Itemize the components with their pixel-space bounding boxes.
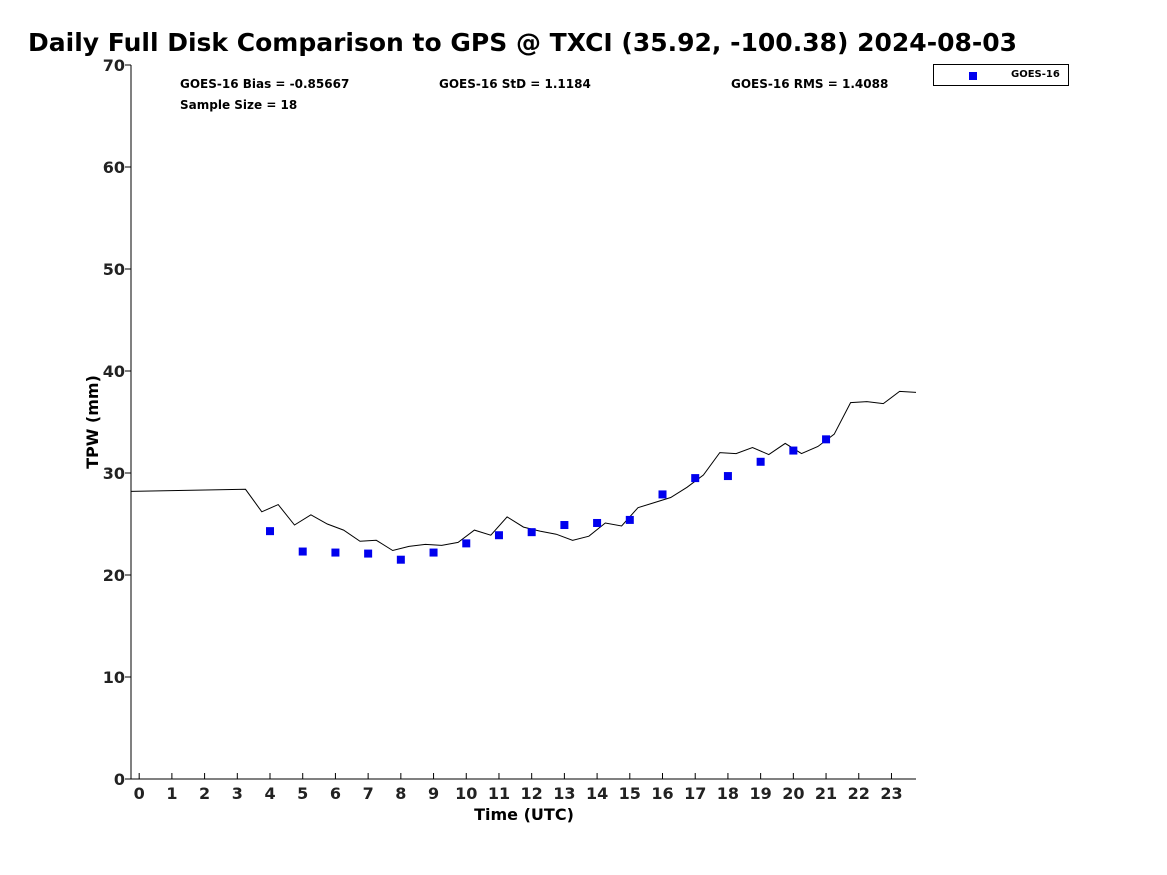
y-tick-label: 0 <box>114 770 125 789</box>
x-tick-label: 18 <box>717 784 739 803</box>
x-tick-label: 1 <box>166 784 177 803</box>
x-tick-label: 8 <box>395 784 406 803</box>
x-tick-label: 21 <box>815 784 837 803</box>
y-tick-label: 50 <box>103 260 125 279</box>
legend-marker-icon <box>969 72 977 80</box>
goes-16-marker <box>429 548 438 557</box>
y-tick-label: 70 <box>103 56 125 75</box>
x-tick-label: 9 <box>428 784 439 803</box>
sample-size-stat: Sample Size = 18 <box>180 98 298 112</box>
goes-16-marker <box>691 474 700 483</box>
goes-16-marker <box>266 527 275 536</box>
goes-16-marker <box>494 531 503 540</box>
x-tick-label: 4 <box>264 784 275 803</box>
x-tick-label: 3 <box>232 784 243 803</box>
goes-16-marker <box>625 515 634 524</box>
goes-16-marker <box>723 472 732 481</box>
y-tick-label: 60 <box>103 158 125 177</box>
x-tick-label: 0 <box>134 784 145 803</box>
goes-16-marker <box>396 555 405 564</box>
x-tick-label: 23 <box>880 784 902 803</box>
x-tick-label: 15 <box>619 784 641 803</box>
x-tick-label: 12 <box>521 784 543 803</box>
goes-16-marker <box>593 518 602 527</box>
x-tick-label: 6 <box>330 784 341 803</box>
y-tick-label: 20 <box>103 566 125 585</box>
legend: GOES-16 <box>933 64 1069 86</box>
x-tick-label: 13 <box>553 784 575 803</box>
goes-16-marker <box>658 490 667 499</box>
x-tick-label: 20 <box>782 784 804 803</box>
x-tick-label: 5 <box>297 784 308 803</box>
goes-16-marker <box>331 548 340 557</box>
chart-title: Daily Full Disk Comparison to GPS @ TXCI… <box>28 28 1018 57</box>
goes-16-marker <box>560 521 569 530</box>
x-tick-label: 17 <box>684 784 706 803</box>
goes-16-marker <box>462 539 471 548</box>
y-tick-label: 30 <box>103 464 125 483</box>
gps-line-layer <box>130 390 917 552</box>
goes-16-marker <box>789 446 798 455</box>
y-axis-label: TPW (mm) <box>83 375 102 469</box>
x-tick-label: 2 <box>199 784 210 803</box>
x-tick-label: 11 <box>488 784 510 803</box>
rms-stat: GOES-16 RMS = 1.4088 <box>731 77 889 91</box>
goes-16-marker <box>298 547 307 556</box>
goes-16-marker <box>527 528 536 537</box>
gps-tpw-line <box>130 390 917 552</box>
std-stat: GOES-16 StD = 1.1184 <box>439 77 591 91</box>
x-tick-label: 7 <box>363 784 374 803</box>
legend-label: GOES-16 <box>1011 69 1060 80</box>
x-axis-label: Time (UTC) <box>474 805 574 824</box>
x-tick-label: 19 <box>750 784 772 803</box>
goes-marker-layer <box>266 435 831 564</box>
x-tick-label: 10 <box>455 784 477 803</box>
y-tick-label: 40 <box>103 362 125 381</box>
y-tick-label: 10 <box>103 668 125 687</box>
goes-16-marker <box>756 457 765 466</box>
x-tick-label: 16 <box>651 784 673 803</box>
goes-16-marker <box>822 435 831 444</box>
goes-16-marker <box>364 549 373 558</box>
x-tick-label: 14 <box>586 784 608 803</box>
bias-stat: GOES-16 Bias = -0.85667 <box>180 77 350 91</box>
x-tick-label: 22 <box>848 784 870 803</box>
